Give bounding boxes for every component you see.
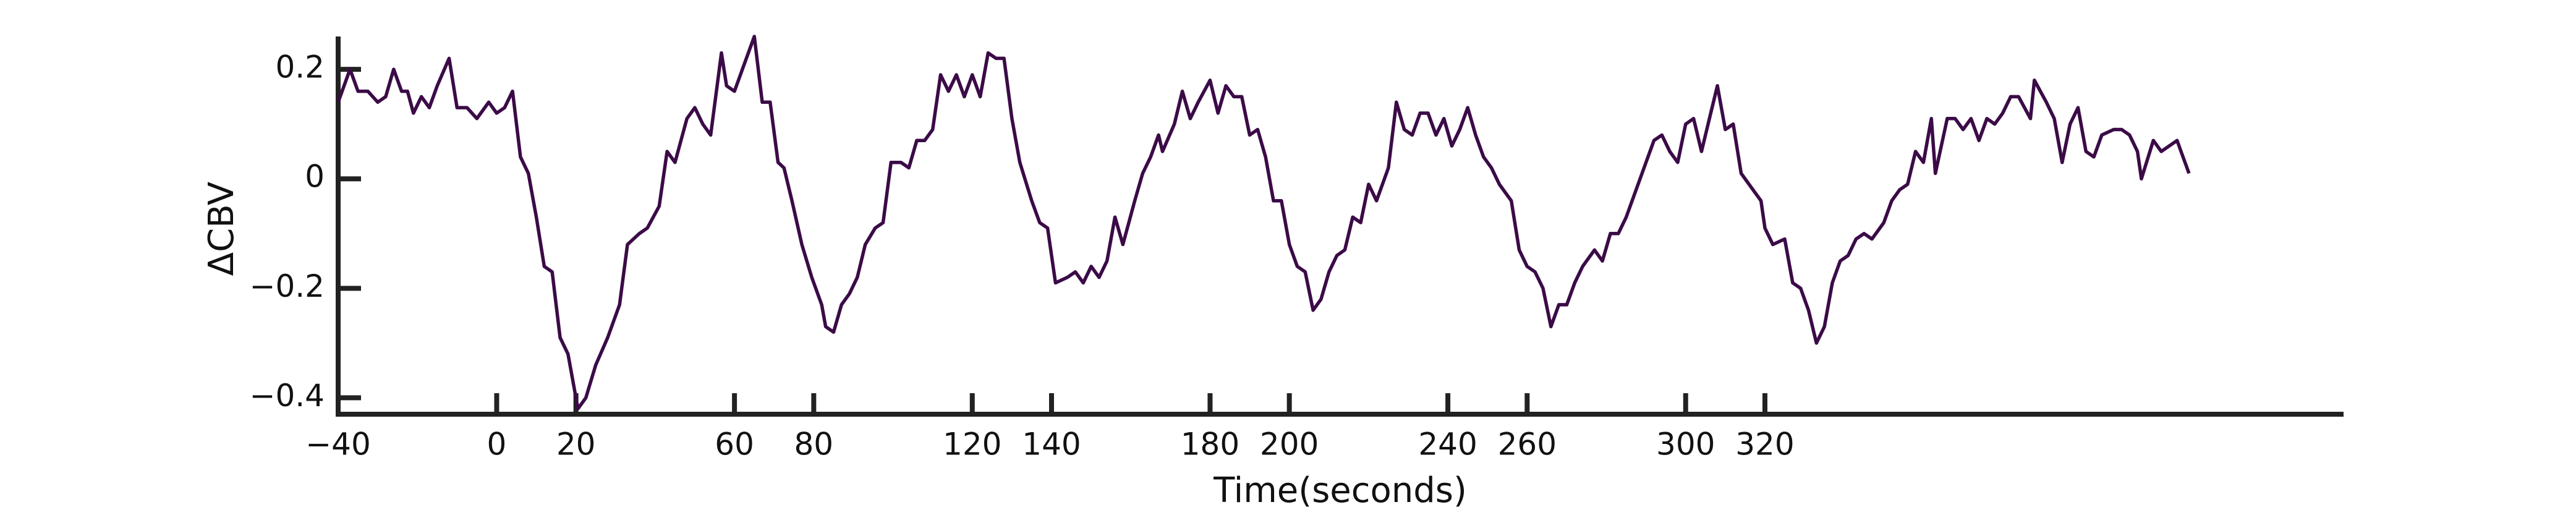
x-tick-label: 0 bbox=[487, 427, 507, 462]
x-tick-label: 120 bbox=[943, 427, 1001, 462]
x-tick-label: −40 bbox=[305, 427, 371, 462]
x-tick-label: 80 bbox=[794, 427, 834, 462]
x-tick-label: 200 bbox=[1260, 427, 1319, 462]
x-axis-label: Time(seconds) bbox=[1213, 470, 1467, 511]
y-tick-label: −0.2 bbox=[250, 268, 325, 304]
x-tick-label: 180 bbox=[1181, 427, 1239, 462]
y-tick-label: −0.4 bbox=[250, 378, 325, 414]
x-tick-label: 240 bbox=[1418, 427, 1477, 462]
x-tick-label: 20 bbox=[556, 427, 596, 462]
x-tick-label: 260 bbox=[1498, 427, 1557, 462]
x-tick-label: 140 bbox=[1022, 427, 1081, 462]
x-tick-label: 300 bbox=[1656, 427, 1715, 462]
y-axis-label: ΔCBV bbox=[202, 182, 242, 276]
x-tick-label: 320 bbox=[1735, 427, 1794, 462]
y-tick-label: 0.2 bbox=[275, 49, 325, 85]
data-line bbox=[336, 35, 2191, 411]
y-tick-label: 0 bbox=[305, 159, 325, 195]
x-tick-label: 60 bbox=[715, 427, 754, 462]
